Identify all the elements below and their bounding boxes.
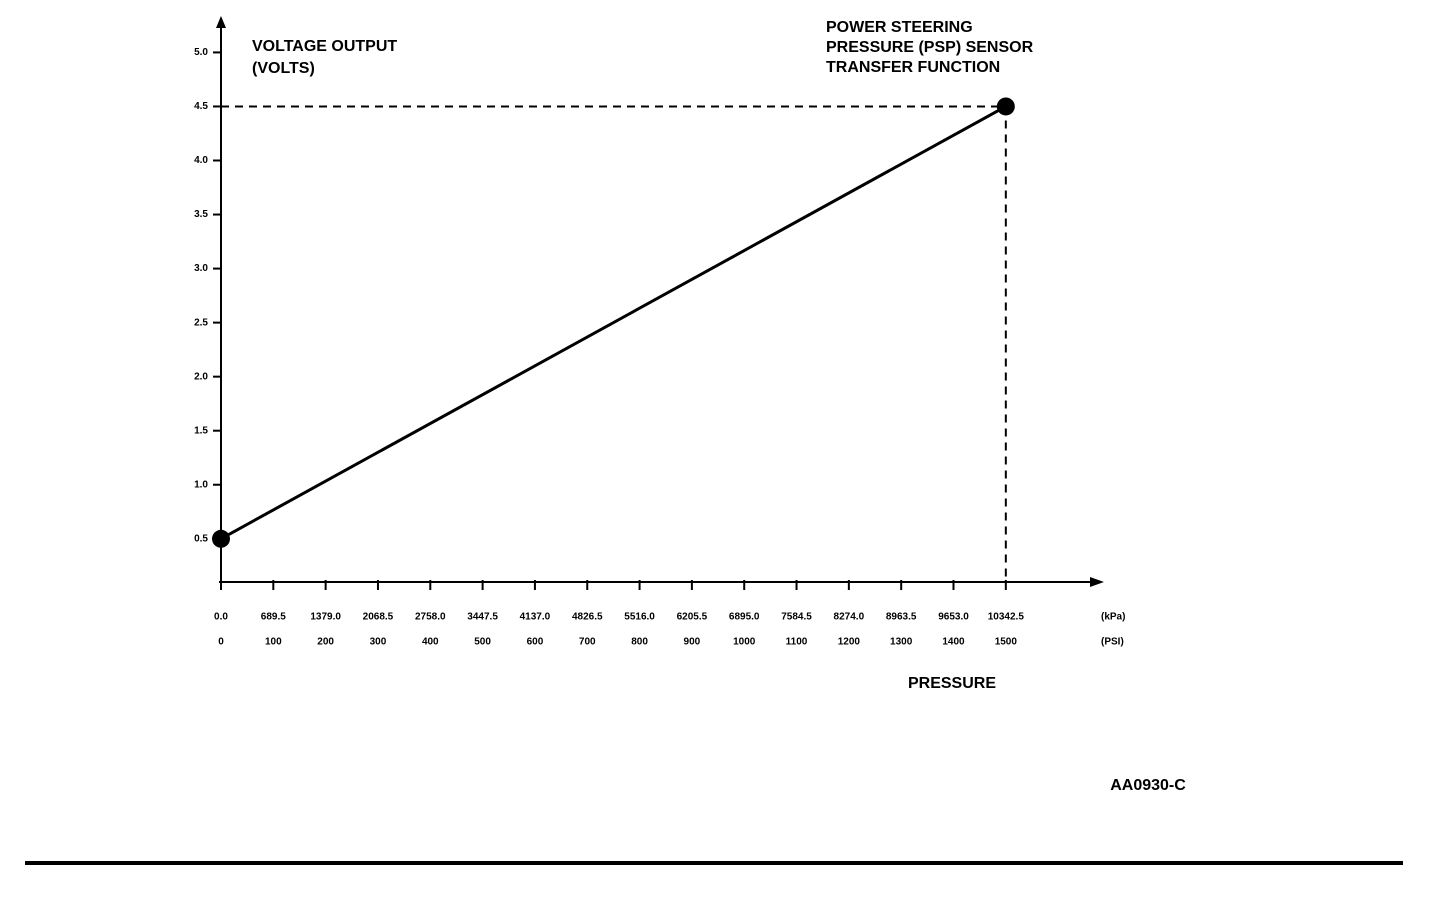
x-tick-label: 0 (218, 637, 224, 648)
x2-tick-label: 8274.0 (834, 612, 865, 623)
x2-unit: (kPa) (1101, 612, 1125, 623)
x-tick-label: 300 (370, 637, 387, 648)
x2-tick-label: 2068.5 (363, 612, 394, 623)
y-tick-label: 3.5 (194, 209, 208, 220)
x-tick-label: 700 (579, 637, 596, 648)
x2-tick-label: 7584.5 (781, 612, 812, 623)
x2-tick-label: 5516.0 (624, 612, 655, 623)
x2-tick-label: 8963.5 (886, 612, 917, 623)
x2-tick-label: 6205.5 (677, 612, 708, 623)
x-tick-label: 900 (684, 637, 701, 648)
y-axis-arrow (216, 16, 226, 28)
x2-tick-label: 6895.0 (729, 612, 760, 623)
x-tick-label: 400 (422, 637, 439, 648)
data-point (996, 97, 1015, 116)
x-tick-label: 1500 (995, 637, 1018, 648)
x2-tick-label: 0.0 (214, 612, 228, 623)
x2-tick-label: 1379.0 (310, 612, 341, 623)
footer-rule (25, 861, 1403, 865)
x2-tick-label: 2758.0 (415, 612, 446, 623)
x-tick-label: 500 (474, 637, 491, 648)
x-tick-label: 1200 (838, 637, 861, 648)
y-tick-label: 2.0 (194, 371, 208, 382)
y-tick-label: 5.0 (194, 47, 208, 58)
y-tick-label: 3.0 (194, 263, 208, 274)
x-tick-label: 1000 (733, 637, 756, 648)
y-tick-label: 1.0 (194, 479, 208, 490)
y-tick-label: 2.5 (194, 317, 208, 328)
x2-tick-label: 10342.5 (988, 612, 1025, 623)
data-point (212, 529, 230, 548)
x-tick-label: 1300 (890, 637, 913, 648)
x-tick-label: 200 (317, 637, 334, 648)
x2-tick-label: 4137.0 (520, 612, 551, 623)
y-tick-label: 4.5 (194, 101, 208, 112)
y-axis-label: VOLTAGE OUTPUT (252, 38, 397, 55)
x-tick-label: 100 (265, 637, 282, 648)
y-axis-label: (VOLTS) (252, 60, 315, 77)
y-tick-label: 1.5 (194, 425, 208, 436)
x-tick-label: 800 (631, 637, 648, 648)
x2-tick-label: 3447.5 (467, 612, 498, 623)
chart-title: POWER STEERING (826, 19, 973, 36)
x-tick-label: 1100 (786, 637, 808, 648)
data-line (220, 105, 1007, 541)
chart-title: PRESSURE (PSP) SENSOR (826, 39, 1034, 56)
y-tick-label: 4.0 (194, 155, 208, 166)
x2-tick-label: 689.5 (261, 612, 286, 623)
y-tick-label: 0.5 (194, 533, 208, 544)
x2-tick-label: 4826.5 (572, 612, 603, 623)
x-axis-arrow (1090, 577, 1104, 587)
figure-id: AA0930-C (1110, 777, 1186, 794)
x-tick-label: 600 (527, 637, 544, 648)
x-axis-label: PRESSURE (908, 675, 996, 692)
x-tick-label: 1400 (942, 637, 965, 648)
x-unit: (PSI) (1101, 637, 1124, 648)
chart-title: TRANSFER FUNCTION (826, 59, 1000, 76)
x2-tick-label: 9653.0 (938, 612, 969, 623)
